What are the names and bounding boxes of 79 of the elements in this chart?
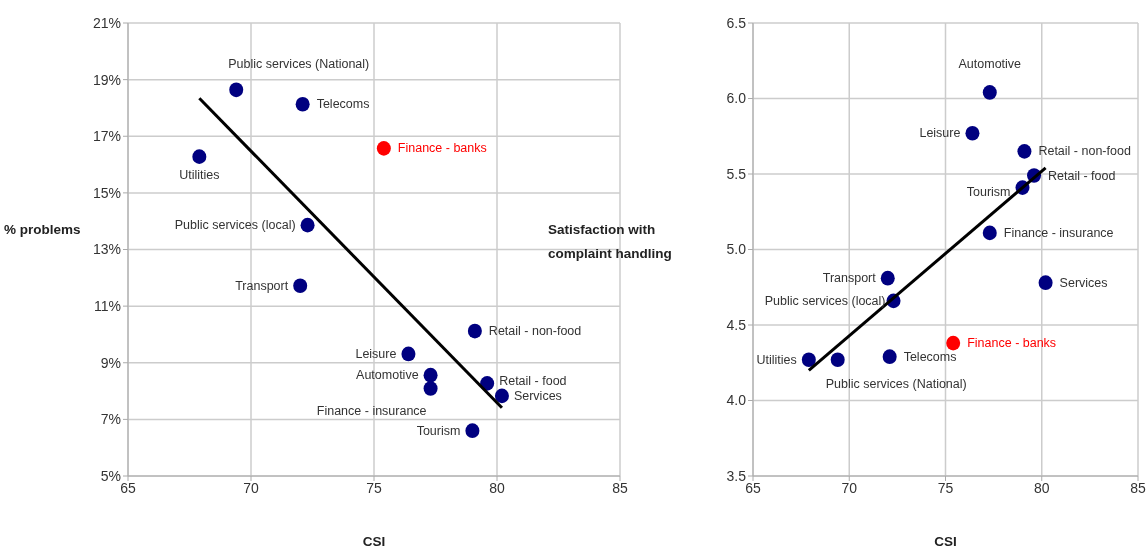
point: [480, 376, 495, 391]
point: [494, 388, 509, 404]
x-tick-label: 80: [1033, 479, 1050, 496]
point: [465, 423, 480, 439]
annotation: Services: [513, 388, 562, 403]
point: [229, 82, 244, 98]
annotation: Automotive: [356, 368, 419, 383]
annotation: Automotive: [958, 57, 1022, 72]
x-tick-label: 70: [841, 479, 858, 496]
annotation: Public services (National): [825, 376, 967, 391]
annotation: Public services (local): [764, 293, 886, 308]
y-axis-title: % problems: [4, 221, 82, 239]
y-tick-label: 17%: [92, 128, 121, 145]
point: [830, 352, 845, 368]
y-tick-label: 4.0: [726, 392, 747, 409]
point: [1038, 275, 1053, 291]
y-tick-label: 5.5: [726, 165, 747, 182]
x-tick-label: 85: [1130, 479, 1146, 496]
y-tick-label: 7%: [100, 411, 121, 428]
point: [1017, 144, 1032, 159]
annotation: Retail - non-food: [1038, 144, 1131, 159]
y-tick-label: 3.5: [726, 467, 747, 484]
y-tick-label: 4.5: [726, 316, 747, 333]
x-tick-label: 85: [612, 479, 628, 496]
annotation: Public services (local): [174, 218, 296, 233]
point: [946, 335, 961, 351]
y-axis-title: Satisfaction with complaint handling: [548, 221, 673, 263]
x-tick-label: 80: [489, 479, 505, 496]
y-tick-label: 19%: [92, 71, 121, 88]
point: [300, 217, 315, 233]
y-tick-label: 5.0: [726, 241, 747, 258]
point: [882, 349, 897, 365]
x-axis-title: CSI: [934, 534, 957, 549]
x-tick-label: 75: [937, 479, 954, 496]
point: [801, 352, 816, 368]
x-tick-label: 70: [243, 479, 259, 496]
point: [965, 125, 980, 141]
annotation: Leisure: [919, 126, 961, 141]
y-tick-label: 11%: [94, 298, 121, 315]
annotation: Finance - insurance: [316, 403, 427, 418]
point: [423, 367, 438, 383]
annotation: Finance - insurance: [1003, 225, 1114, 240]
annotation: Utilities: [179, 167, 220, 182]
annotation: Telecoms: [316, 97, 370, 112]
annotation: Leisure: [355, 346, 397, 361]
y-tick-label: 15%: [92, 184, 121, 201]
point: [401, 346, 416, 362]
point: [467, 323, 482, 339]
point: [880, 270, 895, 286]
annotation: Finance - banks: [397, 141, 487, 156]
x-tick-label: 65: [745, 479, 761, 496]
annotation: Services: [1059, 275, 1108, 290]
y-tick-label: 6.0: [726, 90, 747, 107]
x-tick-label: 75: [366, 479, 382, 496]
y-tick-label: 9%: [100, 354, 121, 371]
y-tick-label: 21%: [92, 14, 121, 31]
x-tick-label: 65: [120, 479, 136, 496]
annotation: Transport: [822, 271, 877, 286]
annotation: Retail - food: [499, 374, 567, 389]
point: [982, 225, 997, 241]
point: [376, 141, 391, 156]
annotation: Retail - non-food: [488, 324, 582, 339]
x-axis-title: CSI: [362, 534, 386, 549]
point: [982, 85, 997, 100]
point: [192, 149, 207, 164]
y-tick-label: 6.5: [726, 14, 747, 31]
annotation: Tourism: [966, 184, 1011, 199]
annotation: Transport: [235, 278, 289, 293]
point: [293, 278, 308, 294]
annotation: Public services (National): [228, 56, 370, 71]
annotation: Telecoms: [903, 349, 957, 364]
point: [295, 96, 310, 112]
point: [423, 381, 438, 396]
annotation: Utilities: [756, 352, 797, 367]
annotation: Tourism: [416, 423, 461, 438]
annotation: Finance - banks: [967, 336, 1057, 351]
y-tick-label: 13%: [92, 241, 121, 258]
annotation: Retail - food: [1048, 168, 1116, 183]
y-tick-label: 5%: [100, 467, 121, 484]
